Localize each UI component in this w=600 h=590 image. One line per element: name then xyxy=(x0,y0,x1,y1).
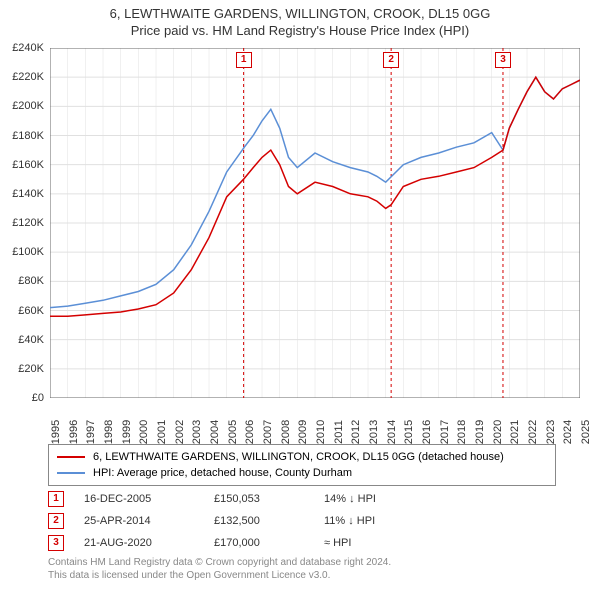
legend-label-hpi: HPI: Average price, detached house, Coun… xyxy=(93,467,352,479)
y-tick-label: £200K xyxy=(12,100,44,112)
x-tick-label: 2020 xyxy=(492,420,504,444)
y-tick-label: £80K xyxy=(18,275,44,287)
sales-marker-2: 2 xyxy=(48,513,64,529)
y-tick-label: £160K xyxy=(12,159,44,171)
chart-container: 6, LEWTHWAITE GARDENS, WILLINGTON, CROOK… xyxy=(0,0,600,590)
legend: 6, LEWTHWAITE GARDENS, WILLINGTON, CROOK… xyxy=(48,444,556,486)
sales-marker-1: 1 xyxy=(48,491,64,507)
x-axis-labels: 1995199619971998199920002001200220032004… xyxy=(50,400,580,440)
y-tick-label: £180K xyxy=(12,130,44,142)
chart-marker-2: 2 xyxy=(383,52,399,68)
x-tick-label: 1996 xyxy=(68,420,80,444)
chart-svg xyxy=(50,48,580,398)
x-tick-label: 2003 xyxy=(191,420,203,444)
x-tick-label: 2024 xyxy=(562,420,574,444)
y-tick-label: £60K xyxy=(18,305,44,317)
x-tick-label: 1995 xyxy=(50,420,62,444)
x-tick-label: 2023 xyxy=(545,420,557,444)
x-tick-label: 2002 xyxy=(174,420,186,444)
y-tick-label: £120K xyxy=(12,217,44,229)
x-tick-label: 2022 xyxy=(527,420,539,444)
footer: Contains HM Land Registry data © Crown c… xyxy=(48,556,391,582)
sales-marker-3: 3 xyxy=(48,535,64,551)
sales-hpi-1: 14% ↓ HPI xyxy=(324,493,444,505)
sales-date-2: 25-APR-2014 xyxy=(84,515,214,527)
chart-marker-3: 3 xyxy=(495,52,511,68)
x-tick-label: 1997 xyxy=(85,420,97,444)
x-tick-label: 2018 xyxy=(456,420,468,444)
footer-line2: This data is licensed under the Open Gov… xyxy=(48,569,391,582)
legend-swatch-property xyxy=(57,456,85,458)
x-tick-label: 2007 xyxy=(262,420,274,444)
sales-hpi-2: 11% ↓ HPI xyxy=(324,515,444,527)
x-tick-label: 2010 xyxy=(315,420,327,444)
y-tick-label: £140K xyxy=(12,188,44,200)
x-tick-label: 2015 xyxy=(403,420,415,444)
x-tick-label: 2019 xyxy=(474,420,486,444)
y-tick-label: £40K xyxy=(18,334,44,346)
chart-marker-1: 1 xyxy=(236,52,252,68)
x-tick-label: 2016 xyxy=(421,420,433,444)
x-tick-label: 2001 xyxy=(156,420,168,444)
sales-row: 3 21-AUG-2020 £170,000 ≈ HPI xyxy=(48,532,444,554)
x-tick-label: 2008 xyxy=(280,420,292,444)
x-tick-label: 2014 xyxy=(386,420,398,444)
sales-price-1: £150,053 xyxy=(214,493,324,505)
x-tick-label: 2025 xyxy=(580,420,592,444)
sales-row: 1 16-DEC-2005 £150,053 14% ↓ HPI xyxy=(48,488,444,510)
title-subtitle: Price paid vs. HM Land Registry's House … xyxy=(0,23,600,38)
sales-row: 2 25-APR-2014 £132,500 11% ↓ HPI xyxy=(48,510,444,532)
legend-swatch-hpi xyxy=(57,472,85,474)
sales-price-3: £170,000 xyxy=(214,537,324,549)
legend-label-property: 6, LEWTHWAITE GARDENS, WILLINGTON, CROOK… xyxy=(93,451,504,463)
x-tick-label: 2013 xyxy=(368,420,380,444)
x-tick-label: 2011 xyxy=(333,420,345,444)
legend-row-property: 6, LEWTHWAITE GARDENS, WILLINGTON, CROOK… xyxy=(57,449,547,465)
x-tick-label: 2004 xyxy=(209,420,221,444)
x-tick-label: 2021 xyxy=(509,420,521,444)
title-block: 6, LEWTHWAITE GARDENS, WILLINGTON, CROOK… xyxy=(0,0,600,38)
x-tick-label: 1998 xyxy=(103,420,115,444)
x-tick-label: 2000 xyxy=(138,420,150,444)
y-tick-label: £100K xyxy=(12,246,44,258)
x-tick-label: 2006 xyxy=(244,420,256,444)
legend-row-hpi: HPI: Average price, detached house, Coun… xyxy=(57,465,547,481)
x-tick-label: 2009 xyxy=(297,420,309,444)
y-tick-label: £20K xyxy=(18,363,44,375)
footer-line1: Contains HM Land Registry data © Crown c… xyxy=(48,556,391,569)
x-tick-label: 2005 xyxy=(227,420,239,444)
y-tick-label: £220K xyxy=(12,71,44,83)
x-tick-label: 2017 xyxy=(439,420,451,444)
sales-hpi-3: ≈ HPI xyxy=(324,537,444,549)
y-tick-label: £240K xyxy=(12,42,44,54)
chart-area: 1 2 3 xyxy=(50,48,580,398)
sales-price-2: £132,500 xyxy=(214,515,324,527)
y-tick-label: £0 xyxy=(32,392,44,404)
y-axis-labels: £0£20K£40K£60K£80K£100K£120K£140K£160K£1… xyxy=(0,48,46,398)
sales-table: 1 16-DEC-2005 £150,053 14% ↓ HPI 2 25-AP… xyxy=(48,488,444,554)
x-tick-label: 2012 xyxy=(350,420,362,444)
sales-date-1: 16-DEC-2005 xyxy=(84,493,214,505)
x-tick-label: 1999 xyxy=(121,420,133,444)
title-address: 6, LEWTHWAITE GARDENS, WILLINGTON, CROOK… xyxy=(0,6,600,21)
sales-date-3: 21-AUG-2020 xyxy=(84,537,214,549)
